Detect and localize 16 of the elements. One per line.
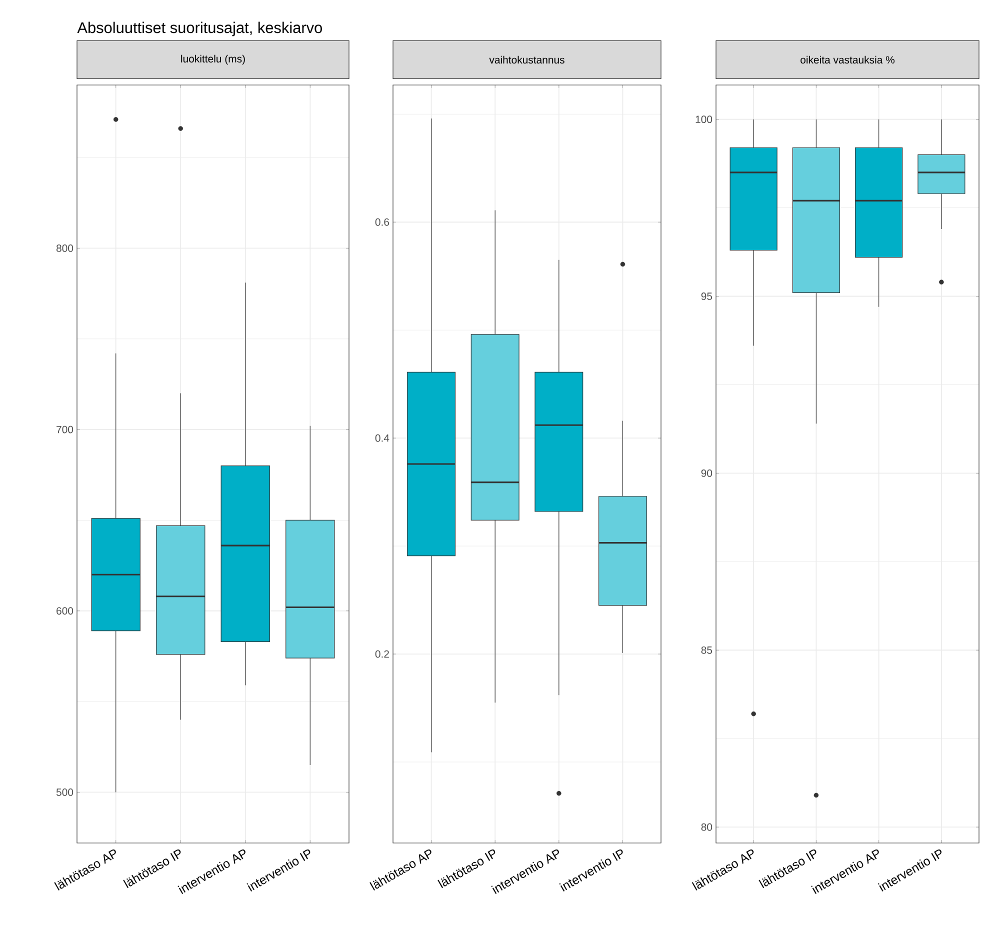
y-tick-label: 90 [701, 470, 712, 477]
y-tick-label: 0.6 [375, 218, 390, 226]
y-tick-label: 85 [701, 646, 712, 654]
y-tick-label: 0.2 [375, 650, 389, 658]
chart-title: luokittelu (ms) [181, 54, 245, 65]
y-tick-label: 500 [56, 788, 74, 796]
text: Absoluuttiset suoritusajat, keskiarvo [77, 22, 322, 36]
chart-title: vaihtokustannus [489, 56, 564, 64]
y-tick-label: 600 [56, 607, 74, 615]
y-tick-label: 80 [701, 823, 712, 831]
y-tick-label: 800 [56, 244, 74, 252]
y-tick-label: 700 [56, 426, 74, 434]
y-tick-label: 100 [696, 116, 712, 124]
chart-title: oikeita vastauksia % [800, 56, 894, 64]
y-tick-label: 0.4 [375, 434, 390, 442]
y-tick-label: 95 [701, 292, 712, 300]
